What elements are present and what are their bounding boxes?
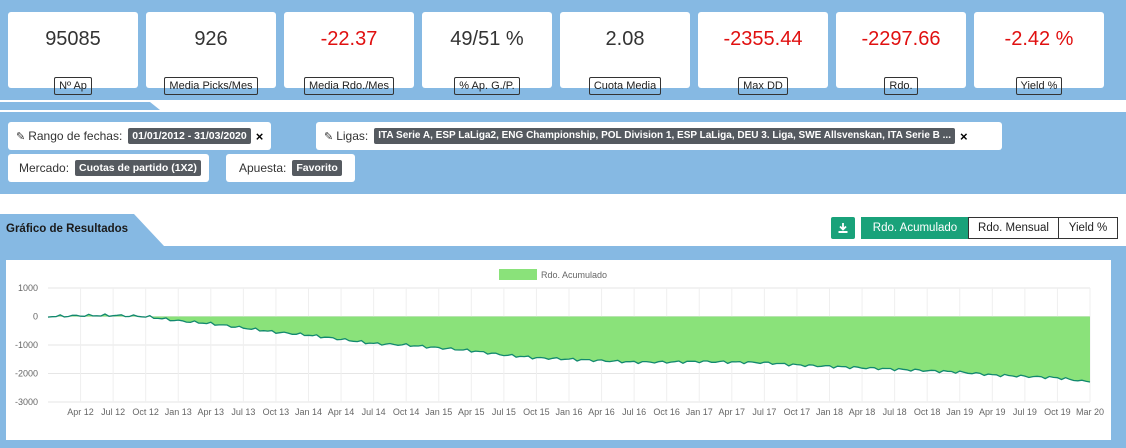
x-tick-label: Jan 14 [295, 407, 322, 417]
x-tick-label: Jan 19 [946, 407, 973, 417]
stat-label: % Ap. G./P. [454, 77, 520, 95]
x-tick-label: Jul 12 [101, 407, 125, 417]
filters-ribbon-tab [0, 102, 160, 110]
stats-panel: 95085 Nº Ap 926 Media Picks/Mes -22.37 M… [0, 0, 1126, 100]
x-tick-label: Apr 14 [328, 407, 355, 417]
x-tick-label: Oct 17 [784, 407, 811, 417]
tab-rdo-acumulado[interactable]: Rdo. Acumulado [861, 217, 969, 239]
stat-label: Cuota Media [588, 77, 662, 95]
chart-band: 1000 0 -1000 -2000 -3000 Apr 12 Jul 12 Oct 12 J… [0, 246, 1126, 448]
stat-label: Nº Ap [54, 77, 92, 95]
market-value: Cuotas de partido (1X2) [75, 160, 201, 176]
x-tick-label: Jan 16 [555, 407, 582, 417]
stat-label: Max DD [738, 77, 788, 95]
leagues-value: ITA Serie A, ESP LaLiga2, ENG Championsh… [374, 128, 955, 144]
x-tick-label: Apr 15 [458, 407, 485, 417]
date-range-value: 01/01/2012 - 31/03/2020 [128, 128, 251, 144]
stat-card-yield: -2.42 % Yield % [974, 12, 1104, 95]
x-tick-label: Mar 20 [1076, 407, 1104, 417]
stat-value: -22.37 [320, 28, 378, 50]
x-tick-label: Jan 17 [686, 407, 713, 417]
x-tick-label: Oct 14 [393, 407, 420, 417]
tab-yield[interactable]: Yield % [1058, 217, 1118, 239]
x-tick-label: Jul 13 [231, 407, 255, 417]
x-tick-label: Apr 19 [979, 407, 1006, 417]
x-tick-label: Jul 17 [752, 407, 776, 417]
leagues-label: Ligas: [336, 129, 369, 143]
download-icon [838, 223, 848, 233]
leagues-filter[interactable]: ✎ Ligas: ITA Serie A, ESP LaLiga2, ENG C… [316, 122, 1002, 150]
stat-card-media-rdo: -22.37 Media Rdo./Mes [284, 12, 414, 95]
x-tick-label: Apr 16 [588, 407, 615, 417]
date-range-label: Rango de fechas: [28, 129, 123, 143]
bet-value: Favorito [292, 160, 342, 176]
x-tick-label: Oct 16 [653, 407, 680, 417]
market-label: Mercado: [19, 161, 70, 175]
stat-value: 2.08 [605, 28, 645, 50]
pencil-icon: ✎ [324, 130, 334, 143]
stat-value: -2355.44 [723, 28, 803, 50]
bet-label: Apuesta: [239, 161, 287, 175]
x-tick-label: Jan 13 [165, 407, 192, 417]
y-tick-label: -3000 [15, 397, 38, 407]
stat-value: 95085 [45, 28, 101, 50]
y-axis: 1000 0 -1000 -2000 -3000 [15, 283, 38, 407]
y-tick-label: -2000 [15, 369, 38, 379]
stat-card-cuota-media: 2.08 Cuota Media [560, 12, 690, 95]
market-filter[interactable]: Mercado: Cuotas de partido (1X2) [8, 154, 209, 182]
x-tick-label: Jul 14 [362, 407, 386, 417]
stat-value: 49/51 % [450, 28, 524, 50]
x-tick-label: Jul 19 [1013, 407, 1037, 417]
chart-panel: 1000 0 -1000 -2000 -3000 Apr 12 Jul 12 Oct 12 J… [6, 260, 1111, 440]
stat-card-media-picks: 926 Media Picks/Mes [146, 12, 276, 95]
stat-value: -2297.66 [861, 28, 941, 50]
x-tick-label: Jul 16 [622, 407, 646, 417]
filters-panel: ✎ Rango de fechas: 01/01/2012 - 31/03/20… [0, 112, 1126, 194]
remove-leagues-filter-icon[interactable]: × [960, 128, 968, 144]
x-tick-label: Oct 15 [523, 407, 550, 417]
legend-label: Rdo. Acumulado [541, 270, 607, 280]
x-tick-label: Jul 15 [492, 407, 516, 417]
stat-label: Media Rdo./Mes [303, 77, 395, 95]
stat-card-max-dd: -2355.44 Max DD [698, 12, 828, 95]
stat-value: 926 [194, 28, 228, 50]
x-axis: Apr 12 Jul 12 Oct 12 Jan 13 Apr 13 Jul 13 Oct … [67, 407, 1104, 417]
filters-ribbon [0, 100, 1126, 112]
stat-label: Media Picks/Mes [164, 77, 258, 95]
download-button[interactable] [831, 217, 855, 239]
y-tick-label: 0 [33, 312, 38, 322]
x-tick-label: Jan 15 [425, 407, 452, 417]
x-tick-label: Apr 12 [67, 407, 94, 417]
bet-filter[interactable]: Apuesta: Favorito [226, 154, 355, 182]
x-tick-label: Oct 19 [1044, 407, 1071, 417]
y-tick-label: -1000 [15, 340, 38, 350]
x-tick-label: Apr 17 [719, 407, 746, 417]
x-tick-label: Apr 13 [198, 407, 225, 417]
cumulative-result-chart: 1000 0 -1000 -2000 -3000 Apr 12 Jul 12 Oct 12 J… [15, 269, 1104, 417]
date-range-filter[interactable]: ✎ Rango de fechas: 01/01/2012 - 31/03/20… [8, 122, 272, 150]
stat-card-ap-gp: 49/51 % % Ap. G./P. [422, 12, 552, 95]
chart-section-title: Gráfico de Resultados [6, 223, 129, 235]
stat-label: Yield % [1015, 77, 1063, 95]
pencil-icon: ✎ [16, 130, 26, 143]
chart-section-header: Gráfico de Resultados [0, 214, 164, 246]
x-tick-label: Oct 12 [132, 407, 159, 417]
x-tick-label: Jul 18 [883, 407, 907, 417]
tab-rdo-mensual[interactable]: Rdo. Mensual [968, 217, 1059, 239]
stat-label: Rdo. [884, 77, 918, 95]
stat-card-rdo: -2297.66 Rdo. [836, 12, 966, 95]
x-tick-label: Oct 18 [914, 407, 941, 417]
x-tick-label: Oct 13 [263, 407, 290, 417]
remove-date-filter-icon[interactable]: × [255, 128, 264, 144]
legend-swatch [499, 269, 537, 280]
stat-value: -2.42 % [1004, 28, 1074, 50]
x-tick-label: Jan 18 [816, 407, 843, 417]
y-tick-label: 1000 [18, 283, 38, 293]
stat-card-apuestas: 95085 Nº Ap [8, 12, 138, 95]
x-tick-label: Apr 18 [849, 407, 876, 417]
series-line-rdo-acumulado [47, 313, 1091, 383]
